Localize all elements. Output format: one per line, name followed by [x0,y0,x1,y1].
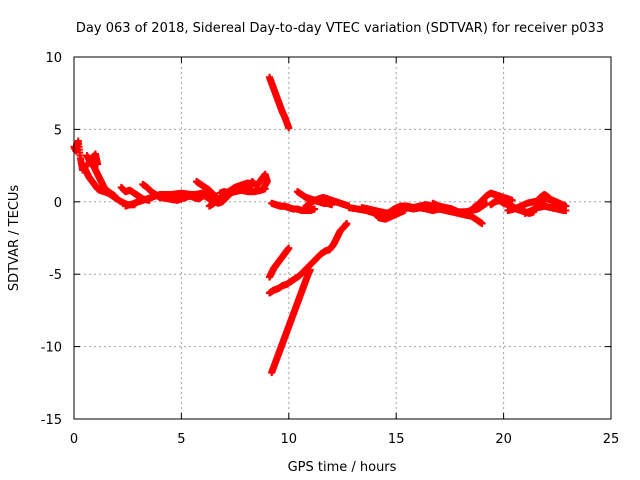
data-point [562,206,570,214]
data-point [343,220,351,228]
y-axis-label: SDTVAR / TECUs [7,185,22,292]
data-arc [244,170,271,193]
data-arc [532,191,566,213]
data-point [259,185,267,193]
x-axis-ticks: 0 5 10 15 20 25 [70,57,619,447]
data-point [306,266,314,274]
plot-frame [73,56,612,420]
data-point [285,124,293,132]
data-point [285,244,293,252]
data-arc [302,193,353,210]
grid [74,57,611,419]
data-point [478,220,486,228]
xtick-label: 10 [281,432,298,447]
data-point [111,192,119,200]
xtick-label: 20 [495,432,512,447]
xtick-label: 15 [388,432,405,447]
data-point [94,160,102,168]
ytick-label: -10 [41,341,62,356]
data-arc [265,244,293,281]
data-arc [265,73,293,132]
ytick-label: 5 [54,123,62,138]
data-arc [268,199,319,214]
y-axis-ticks: -15 -10 -5 0 5 10 [41,51,611,428]
ytick-label: 10 [45,51,62,66]
data-point [311,205,319,213]
data-arc [83,150,102,170]
xtick-label: 5 [177,432,185,447]
x-axis-label: GPS time / hours [288,460,397,475]
xtick-label: 0 [70,432,78,447]
ytick-label: -5 [49,268,62,283]
data-point [558,205,566,213]
ytick-label: 0 [54,196,62,211]
xtick-label: 25 [603,432,620,447]
chart-title: Day 063 of 2018, Sidereal Day-to-day VTE… [76,21,604,36]
data-markers [70,73,570,377]
data-arc [268,266,314,377]
ytick-label: -15 [41,413,62,428]
